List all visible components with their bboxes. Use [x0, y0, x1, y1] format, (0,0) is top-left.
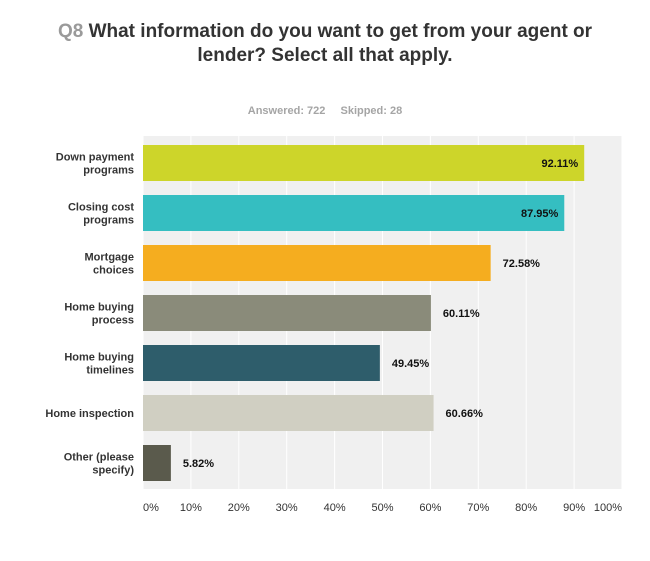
bar-value-label: 60.66%	[446, 408, 484, 420]
skipped-count: Skipped: 28	[340, 105, 403, 117]
x-tick-label: 40%	[324, 502, 346, 514]
category-label: Mortgage choices	[85, 252, 135, 277]
x-tick-label: 50%	[371, 502, 393, 514]
bar-value-label: 49.45%	[392, 358, 430, 370]
category-label: Home inspection	[45, 408, 134, 420]
x-tick-label: 10%	[180, 502, 202, 514]
bar	[143, 195, 565, 231]
bar-value-label: 72.58%	[503, 258, 541, 270]
bar	[143, 395, 434, 431]
x-tick-label: 60%	[419, 502, 441, 514]
bar-value-label: 60.11%	[443, 308, 480, 320]
category-label: Home buying timelines	[64, 352, 134, 377]
x-tick-label: 70%	[467, 502, 489, 514]
bar-value-label: 5.82%	[183, 458, 214, 470]
bar	[143, 145, 585, 181]
response-stats: Answered: 722 Skipped: 28	[0, 105, 650, 117]
bar-value-label: 87.95%	[521, 208, 559, 220]
bar	[143, 245, 491, 281]
question-number: Q8	[57, 21, 84, 42]
x-tick-label: 90%	[563, 502, 585, 514]
bar-value-label: 92.11%	[542, 158, 579, 170]
category-label: Home buying process	[64, 302, 134, 327]
bar	[143, 295, 431, 331]
category-label: Closing cost programs	[68, 202, 134, 227]
x-tick-label: 0%	[143, 502, 159, 514]
category-label: Other (please specify)	[64, 452, 135, 477]
category-label: Down payment programs	[56, 152, 135, 177]
bar	[143, 345, 380, 381]
x-tick-label: 80%	[515, 502, 537, 514]
bar	[143, 445, 171, 481]
answered-count: Answered: 722	[247, 105, 326, 117]
x-tick-label: 20%	[228, 502, 250, 514]
chart-title: Q8 What information do you want to get f…	[40, 20, 610, 68]
x-tick-label: 100%	[594, 502, 622, 514]
x-tick-label: 30%	[276, 502, 298, 514]
question-text: What information do you want to get from…	[88, 21, 593, 66]
